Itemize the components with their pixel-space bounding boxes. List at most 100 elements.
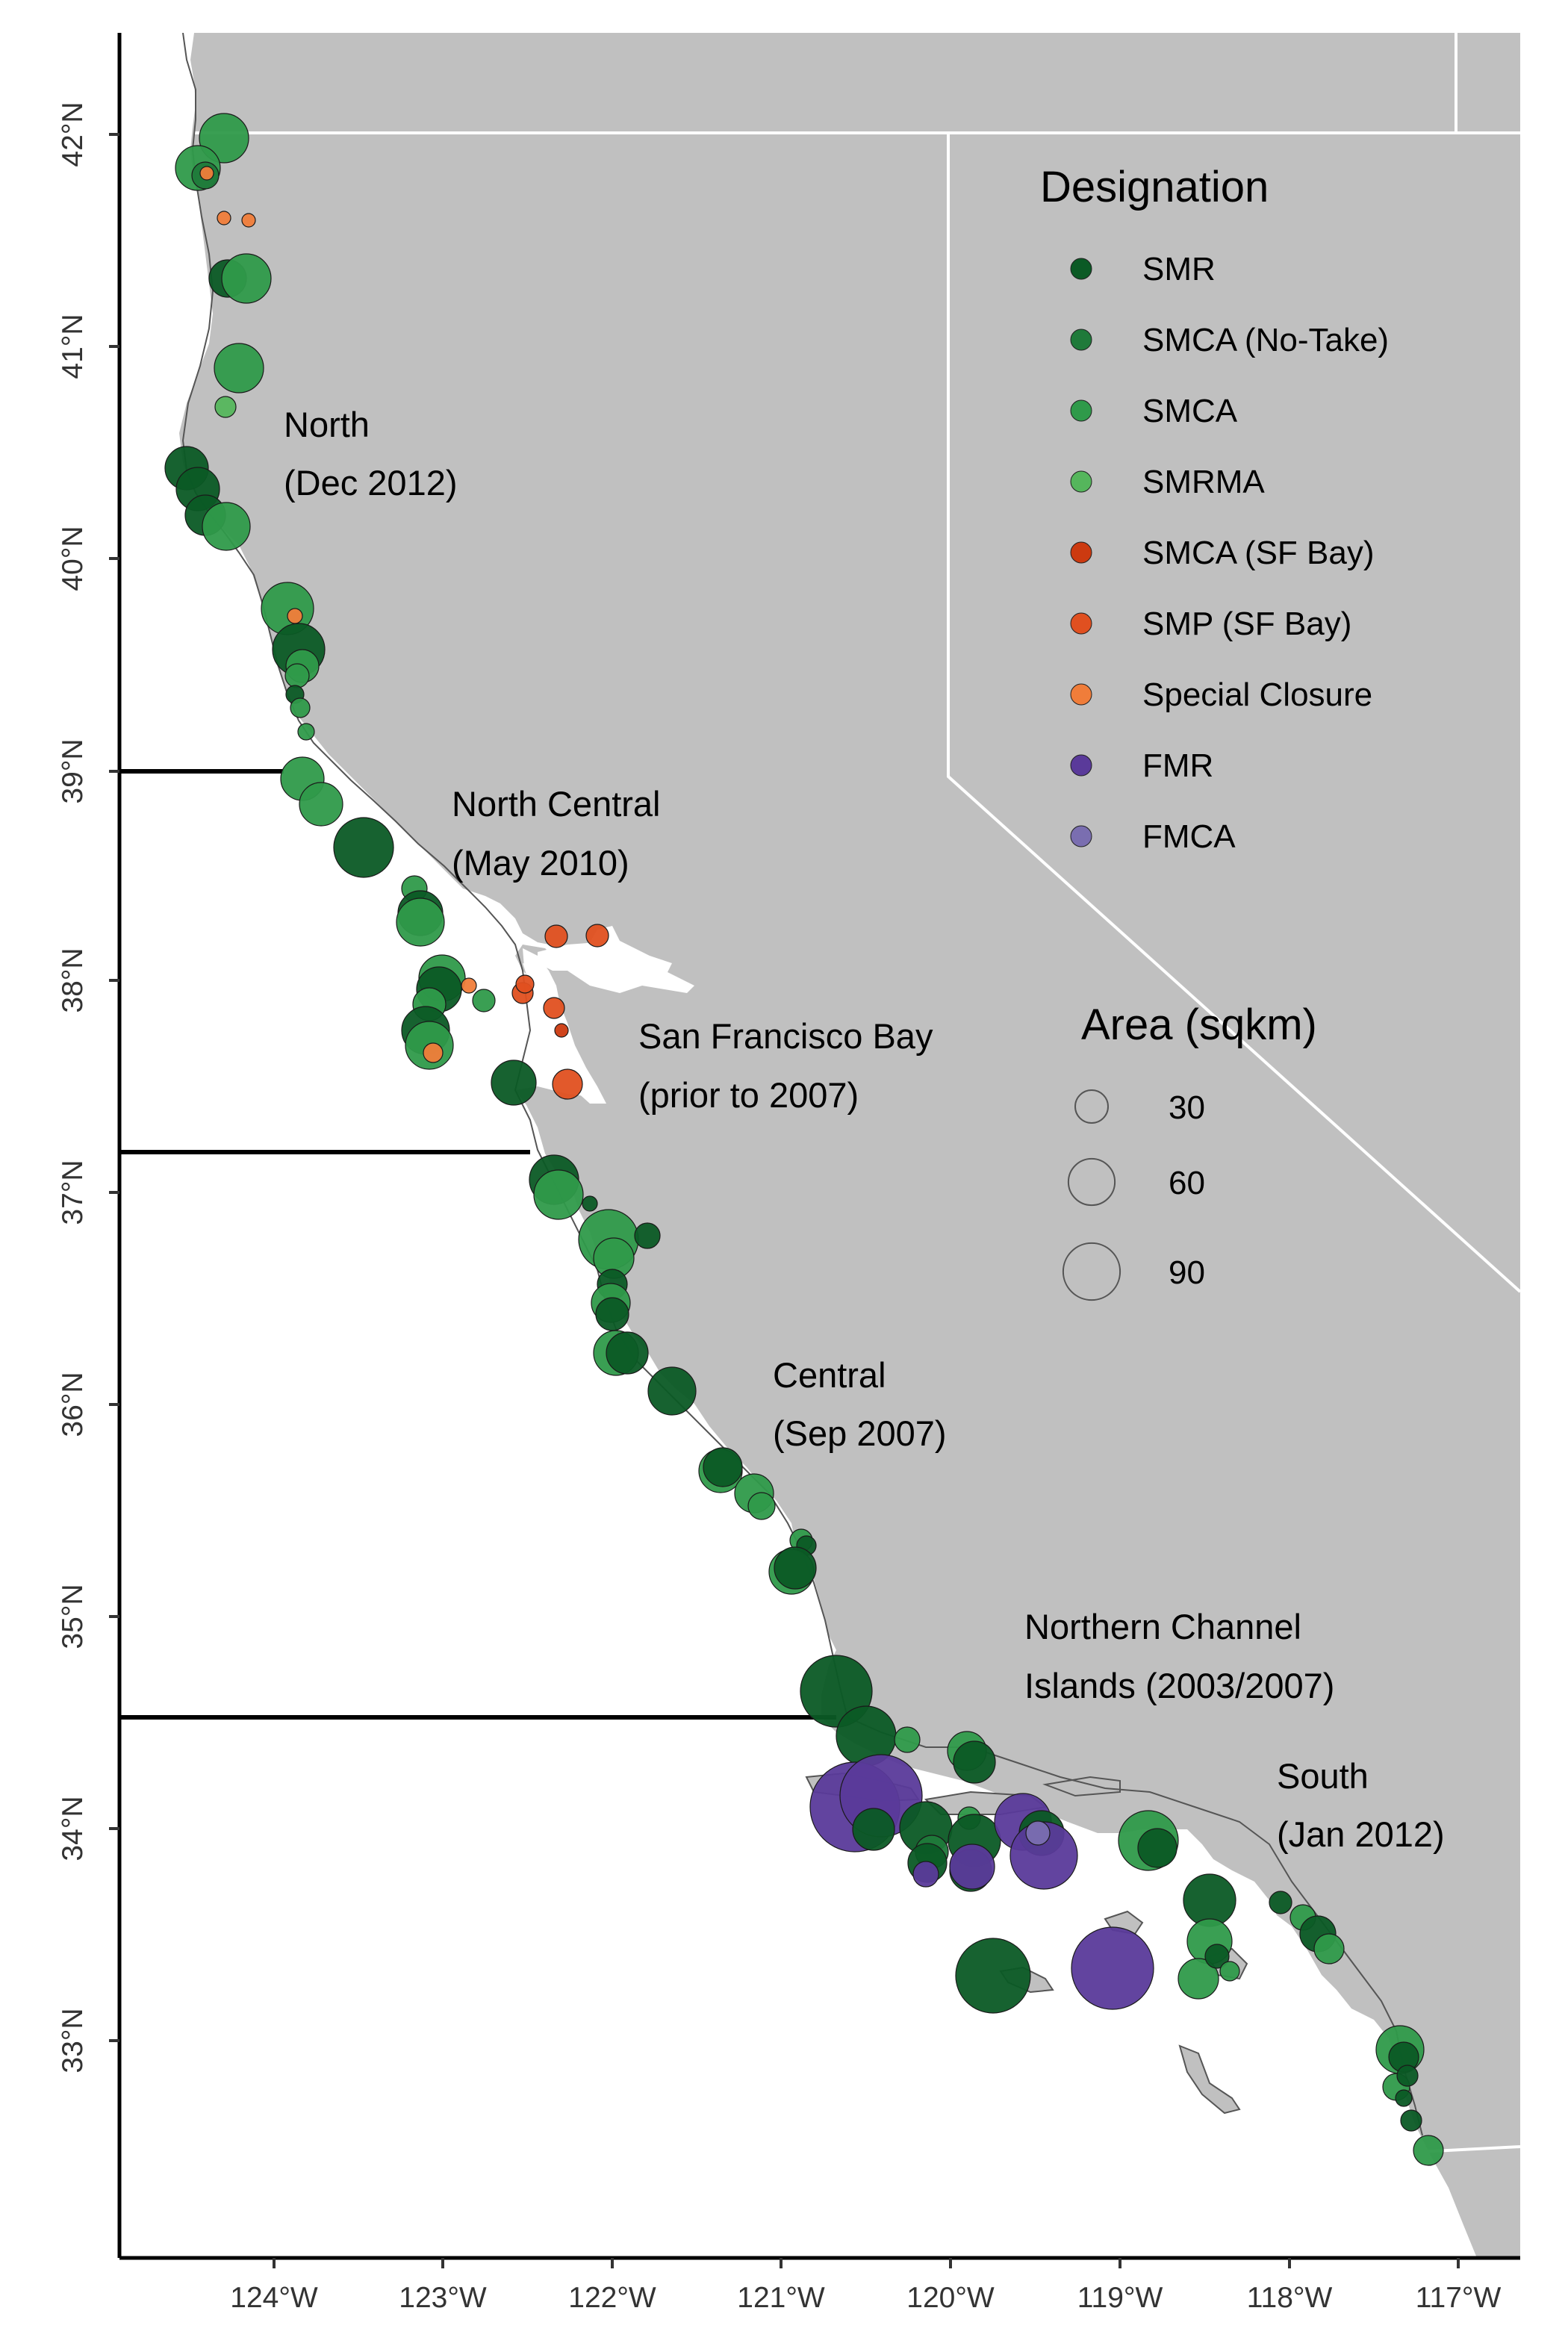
mpa-point bbox=[396, 897, 445, 947]
mpa-point bbox=[297, 723, 315, 741]
legend-key-0 bbox=[1070, 258, 1092, 280]
area-legend-title: Area (sqkm) bbox=[1081, 1001, 1317, 1049]
y-tick-label: 39°N bbox=[57, 738, 89, 803]
mpa-point bbox=[852, 1808, 895, 1851]
mpa-point bbox=[552, 1068, 583, 1100]
x-tick-label: 122°W bbox=[568, 2282, 656, 2314]
mpa-point bbox=[299, 782, 343, 827]
mpa-point bbox=[554, 1023, 569, 1038]
designation-legend: Designation SMR SMCA (No-Take) SMCA SMRMA SM… bbox=[1040, 163, 1389, 855]
x-tick-label: 124°W bbox=[230, 2282, 318, 2314]
y-tick-label: 42°N bbox=[57, 102, 89, 167]
mpa-point bbox=[1219, 1961, 1240, 1982]
region-label-central-date: (Sep 2007) bbox=[773, 1413, 947, 1453]
mpa-point bbox=[1071, 1926, 1154, 2010]
x-axis: 124°W 123°W 122°W 121°W 120°W 119°W 118°… bbox=[230, 2258, 1501, 2314]
area-key-1 bbox=[1067, 1157, 1116, 1207]
mpa-point bbox=[1396, 2065, 1419, 2087]
legend-label-4: SMCA (SF Bay) bbox=[1142, 535, 1375, 571]
legend-label-1: SMCA (No-Take) bbox=[1142, 322, 1389, 358]
mpa-point bbox=[533, 1169, 584, 1220]
area-key-0 bbox=[1074, 1089, 1109, 1124]
mpa-point bbox=[912, 1861, 939, 1888]
mpa-point bbox=[544, 924, 568, 948]
mpa-point bbox=[1413, 2135, 1444, 2166]
state-borders bbox=[194, 33, 1520, 2154]
y-tick-label: 41°N bbox=[57, 314, 89, 379]
mpa-point bbox=[647, 1366, 697, 1416]
mpa-point bbox=[214, 343, 264, 393]
y-tick-label: 36°N bbox=[57, 1372, 89, 1437]
mpa-point bbox=[585, 924, 609, 948]
area-label-2: 90 bbox=[1169, 1254, 1205, 1291]
mpa-point bbox=[953, 1740, 996, 1784]
area-label-1: 60 bbox=[1169, 1165, 1205, 1201]
legend-key-6 bbox=[1070, 683, 1092, 706]
region-label-central: Central bbox=[773, 1355, 886, 1395]
mpa-point bbox=[774, 1546, 817, 1590]
mpa-point bbox=[1400, 2109, 1422, 2132]
region-label-north-central-date: (May 2010) bbox=[452, 843, 629, 883]
mpa-point bbox=[634, 1222, 661, 1249]
region-labels: North (Dec 2012) North Central (May 2010… bbox=[284, 405, 1445, 1854]
legend-key-3 bbox=[1070, 470, 1092, 493]
region-dividers bbox=[119, 769, 836, 1720]
region-label-sf-bay: San Francisco Bay bbox=[638, 1016, 933, 1056]
x-tick-label: 121°W bbox=[737, 2282, 825, 2314]
y-tick-label: 33°N bbox=[57, 2008, 89, 2073]
mpa-point bbox=[955, 1938, 1031, 2014]
mpa-points bbox=[164, 113, 1444, 2166]
x-tick-label: 120°W bbox=[906, 2282, 995, 2314]
region-label-south-date: (Jan 2012) bbox=[1277, 1814, 1445, 1854]
mpa-point bbox=[543, 997, 565, 1019]
region-label-sf-bay-date: (prior to 2007) bbox=[638, 1075, 859, 1115]
legend-key-5 bbox=[1070, 612, 1092, 635]
mpa-point bbox=[217, 211, 231, 225]
x-tick-label: 117°W bbox=[1416, 2282, 1502, 2314]
mpa-point bbox=[461, 977, 477, 994]
mpa-point bbox=[703, 1447, 743, 1487]
x-tick-label: 118°W bbox=[1247, 2282, 1333, 2314]
x-tick-label: 119°W bbox=[1077, 2282, 1163, 2314]
region-label-north-date: (Dec 2012) bbox=[284, 463, 458, 503]
mpa-point bbox=[1025, 1820, 1051, 1846]
mpa-point bbox=[472, 989, 496, 1012]
legend-key-2 bbox=[1070, 399, 1092, 422]
legend-key-7 bbox=[1070, 754, 1092, 777]
legend-label-6: Special Closure bbox=[1142, 676, 1372, 713]
mpa-point bbox=[290, 697, 311, 718]
mpa-point bbox=[606, 1331, 649, 1375]
mpa-point bbox=[199, 166, 214, 181]
plot-frame bbox=[117, 33, 1520, 2260]
mpa-point bbox=[241, 213, 256, 228]
mpa-point bbox=[491, 1060, 537, 1106]
area-key-2 bbox=[1062, 1242, 1121, 1301]
legend-label-8: FMCA bbox=[1142, 818, 1236, 855]
y-tick-label: 34°N bbox=[57, 1796, 89, 1861]
mpa-point bbox=[515, 974, 535, 994]
designation-legend-title: Designation bbox=[1040, 163, 1269, 211]
mpa-point bbox=[1137, 1828, 1177, 1868]
mpa-point bbox=[1204, 1944, 1230, 1969]
mpa-point bbox=[1313, 1933, 1345, 1964]
mpa-point bbox=[747, 1492, 776, 1520]
mpa-point bbox=[333, 817, 394, 878]
region-label-northern-channel: Northern Channel bbox=[1024, 1607, 1301, 1646]
mpa-point bbox=[582, 1195, 598, 1212]
legend-label-2: SMCA bbox=[1142, 393, 1238, 429]
region-label-south: South bbox=[1277, 1756, 1369, 1796]
mpa-point bbox=[595, 1297, 629, 1331]
area-legend: Area (sqkm) 30 60 90 bbox=[1062, 1001, 1317, 1301]
mpa-point bbox=[1177, 1958, 1219, 2000]
region-label-north-central: North Central bbox=[452, 784, 661, 824]
area-label-0: 30 bbox=[1169, 1089, 1205, 1126]
y-tick-label: 40°N bbox=[57, 526, 89, 591]
y-axis: 33°N 34°N 35°N 36°N 37°N 38°N 39°N 40°N … bbox=[57, 102, 119, 2073]
sf-bay-water bbox=[515, 942, 694, 1104]
mpa-point bbox=[284, 663, 310, 688]
legend-label-7: FMR bbox=[1142, 747, 1213, 784]
mpa-point bbox=[1269, 1891, 1292, 1914]
legend-key-1 bbox=[1070, 329, 1092, 351]
mpa-point bbox=[221, 253, 272, 304]
